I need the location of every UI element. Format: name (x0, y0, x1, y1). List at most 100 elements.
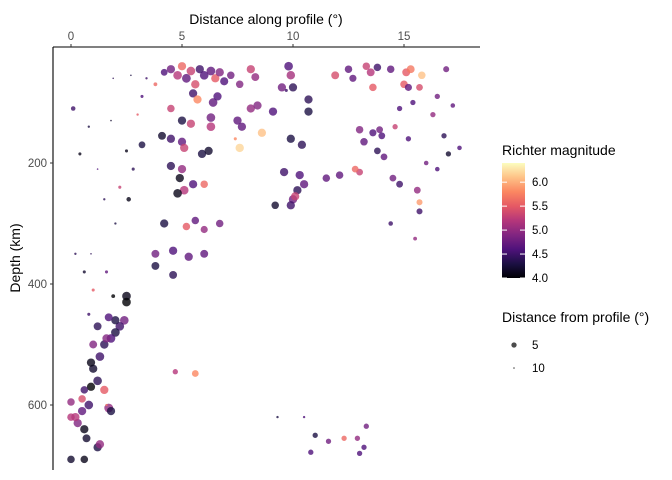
earthquake-point (111, 294, 116, 299)
earthquake-point (392, 124, 398, 130)
earthquake-point (430, 111, 436, 118)
earthquake-point (104, 313, 113, 322)
earthquake-point (114, 222, 117, 225)
earthquake-point (93, 376, 102, 386)
earthquake-point (246, 104, 255, 113)
earthquake-point (233, 116, 242, 125)
earthquake-point (84, 400, 94, 410)
earthquake-point (416, 199, 423, 206)
earthquake-point (276, 415, 279, 419)
earthquake-point (325, 438, 332, 444)
earthquake-point (373, 63, 382, 72)
earthquake-point (111, 328, 120, 337)
earthquake-point (246, 65, 255, 74)
color-legend: Richter magnitude 4.0 4.5 5.0 5.5 6.0 (502, 142, 616, 285)
earthquake-point (288, 83, 298, 92)
earthquake-point (175, 173, 184, 183)
color-bar-label: 4.5 (532, 249, 548, 261)
y-ticks: 200 400 600 (28, 158, 53, 412)
earthquake-point (119, 315, 129, 325)
earthquake-point (82, 270, 86, 274)
earthquake-point (284, 61, 293, 71)
earthquake-point (80, 386, 89, 394)
earthquake-point (366, 68, 375, 77)
color-bar-label: 5.5 (532, 201, 548, 213)
earthquake-point (308, 449, 314, 455)
earthquake-point (235, 143, 244, 153)
earthquake-point (304, 95, 313, 104)
earthquake-point (302, 415, 306, 419)
earthquake-point (380, 153, 388, 161)
earthquake-point (126, 197, 131, 202)
points-layer (67, 61, 462, 464)
earthquake-point (166, 161, 176, 171)
earthquake-point (215, 219, 224, 228)
earthquake-point (291, 192, 300, 201)
earthquake-point (122, 291, 131, 301)
size-legend-key (511, 342, 517, 348)
earthquake-point (145, 77, 148, 80)
earthquake-point (344, 65, 353, 73)
earthquake-point (177, 164, 187, 174)
earthquake-point (118, 185, 122, 189)
earthquake-point (208, 98, 218, 107)
earthquake-point (200, 225, 208, 234)
earthquake-point (277, 83, 287, 92)
color-bar-ticks: 4.0 4.5 5.0 5.5 6.0 (502, 177, 548, 285)
earthquake-point (331, 71, 340, 80)
earthquake-point (299, 180, 309, 189)
earthquake-point (110, 119, 112, 122)
earthquake-point (104, 270, 109, 274)
earthquake-point (160, 68, 168, 76)
earthquake-point (286, 71, 296, 80)
earthquake-point (184, 252, 193, 261)
earthquake-point (111, 316, 120, 325)
earthquake-point (200, 180, 208, 188)
earthquake-point (304, 107, 313, 116)
earthquake-point (138, 141, 146, 149)
earthquake-point (286, 134, 295, 143)
earthquake-point (80, 455, 89, 464)
earthquake-point (206, 66, 216, 76)
y-tick-label: 600 (28, 400, 47, 412)
color-legend-title: Richter magnitude (502, 142, 616, 158)
size-legend-title: Distance from profile (°) (502, 309, 649, 325)
x-tick-label: 15 (398, 31, 411, 43)
x-tick-label: 10 (287, 31, 300, 43)
earthquake-point (404, 83, 412, 91)
earthquake-point (195, 65, 204, 74)
earthquake-point (361, 444, 367, 450)
earthquake-point (86, 358, 96, 367)
earthquake-point (191, 370, 199, 377)
earthquake-point (70, 106, 76, 111)
earthquake-point (206, 122, 216, 132)
earthquake-point (251, 73, 260, 82)
earthquake-point (95, 352, 105, 361)
color-bar-label: 5.0 (532, 225, 548, 237)
color-bar (502, 163, 525, 278)
earthquake-point (271, 201, 279, 210)
earthquake-point (376, 126, 383, 134)
earthquake-point (166, 134, 176, 143)
earthquake-point (105, 403, 108, 407)
earthquake-point (369, 129, 377, 137)
earthquake-point (179, 185, 189, 195)
earthquake-point (191, 216, 200, 225)
earthquake-point (67, 413, 75, 421)
earthquake-point (215, 68, 224, 77)
earthquake-point (443, 66, 450, 73)
earthquake-point (160, 219, 169, 228)
earthquake-point (74, 252, 77, 255)
earthquake-point (77, 406, 87, 416)
earthquake-point (388, 221, 393, 226)
y-axis-title: Depth (km) (7, 223, 23, 292)
earthquake-point (122, 297, 131, 307)
x-tick-label: 5 (179, 31, 185, 43)
earthquake-point (100, 385, 109, 395)
earthquake-point (188, 180, 198, 189)
earthquake-point (168, 246, 178, 255)
earthquake-point (173, 70, 182, 80)
earthquake-point (182, 73, 191, 83)
earthquake-point (206, 113, 216, 122)
earthquake-point (169, 270, 178, 279)
